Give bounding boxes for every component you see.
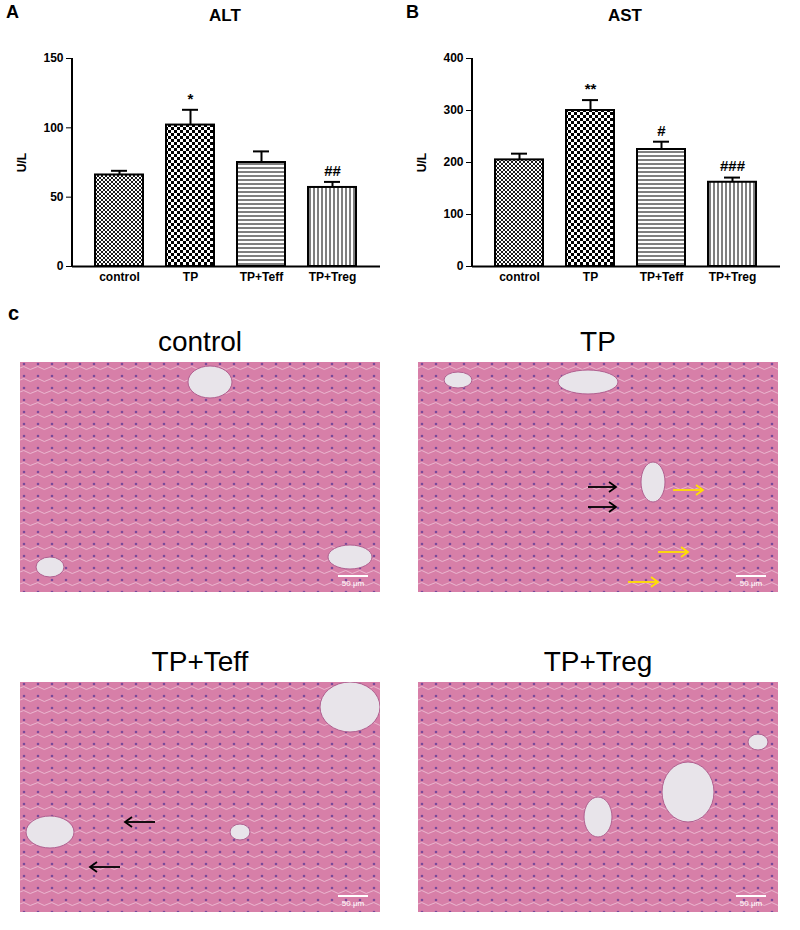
svg-text:50 μm: 50 μm xyxy=(740,899,763,908)
svg-text:50 μm: 50 μm xyxy=(740,579,763,588)
svg-text:50: 50 xyxy=(50,190,64,204)
svg-text:0: 0 xyxy=(457,259,464,273)
svg-text:##: ## xyxy=(324,162,341,179)
html-text:TP+Teff: TP+Teff xyxy=(151,646,249,677)
svg-text:TP+Treg: TP+Treg xyxy=(709,270,757,284)
svg-text:300: 300 xyxy=(443,103,463,117)
svg-text:control: control xyxy=(99,270,140,284)
svg-text:control: control xyxy=(499,270,540,284)
svg-text:U/L: U/L xyxy=(15,153,29,172)
svg-text:0: 0 xyxy=(57,259,64,273)
svg-text:TP: TP xyxy=(583,270,598,284)
svg-text:#: # xyxy=(657,122,666,139)
svg-text:TP: TP xyxy=(183,270,198,284)
svg-text:U/L: U/L xyxy=(415,153,429,172)
svg-text:TP+Treg: TP+Treg xyxy=(309,270,357,284)
svg-text:TP+Teff: TP+Teff xyxy=(240,270,284,284)
html-text:B: B xyxy=(406,2,419,22)
svg-text:150: 150 xyxy=(43,51,63,65)
svg-text:100: 100 xyxy=(43,121,63,135)
html-text:control: control xyxy=(158,326,242,357)
html-text:c: c xyxy=(8,302,20,324)
svg-text:100: 100 xyxy=(443,207,463,221)
html-text:TP+Treg: TP+Treg xyxy=(543,646,653,677)
html-text:TP: TP xyxy=(580,326,616,357)
svg-text:400: 400 xyxy=(443,51,463,65)
svg-text:TP+Teff: TP+Teff xyxy=(640,270,684,284)
html-text:A: A xyxy=(6,2,19,22)
html-text:ALT: ALT xyxy=(209,6,241,25)
svg-text:*: * xyxy=(188,90,194,107)
svg-text:50 μm: 50 μm xyxy=(342,579,365,588)
svg-text:**: ** xyxy=(585,80,597,97)
html-text:AST: AST xyxy=(608,6,642,25)
svg-text:50 μm: 50 μm xyxy=(342,899,365,908)
svg-text:200: 200 xyxy=(443,155,463,169)
svg-text:###: ### xyxy=(720,157,746,174)
